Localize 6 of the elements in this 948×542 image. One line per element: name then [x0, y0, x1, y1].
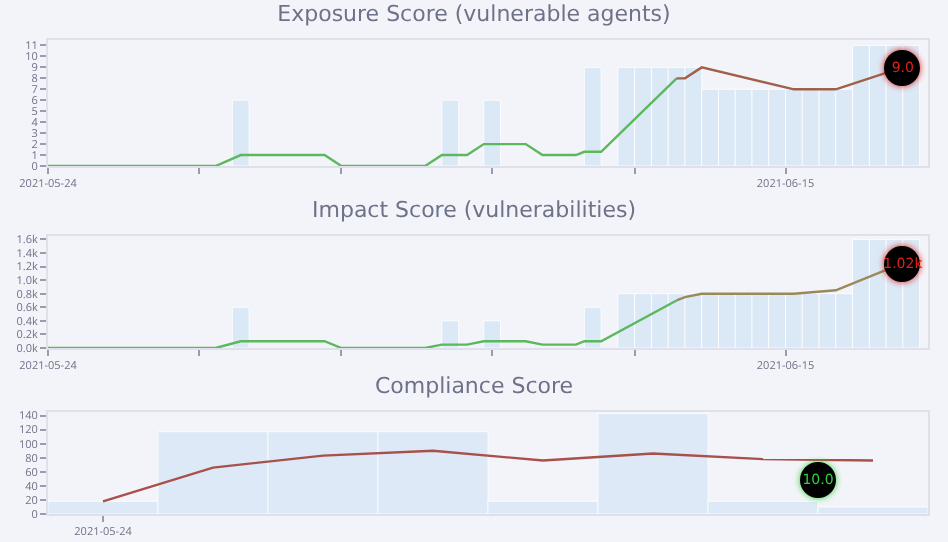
chart-title: Impact Score (vulnerabilities): [312, 197, 636, 224]
chart-title: Exposure Score (vulnerable agents): [277, 1, 671, 28]
chart-title: Compliance Score: [374, 373, 574, 400]
line-series: [101, 449, 875, 503]
line-series: [48, 77, 678, 166]
line-series: [48, 299, 678, 348]
